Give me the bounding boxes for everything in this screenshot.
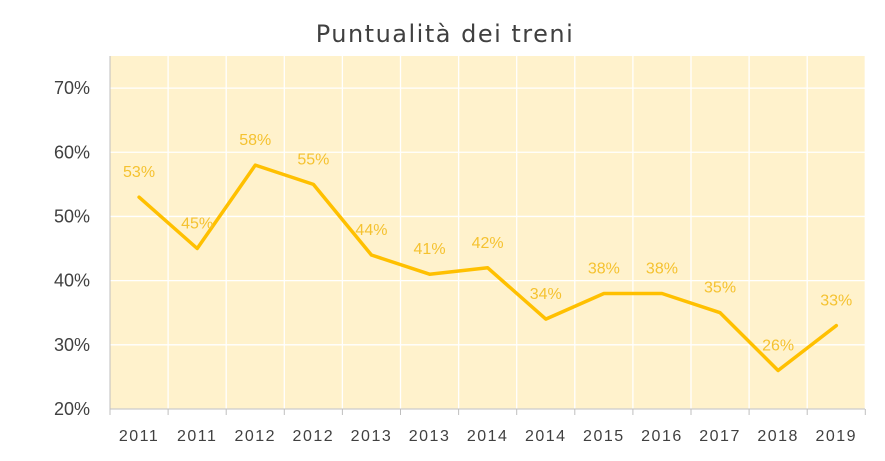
data-label: 45% [181,216,213,233]
data-label: 44% [355,222,387,239]
series-layer [137,163,839,373]
y-axis-tick-labels: 20% 30% 40% 50% 60% 70% [54,78,90,419]
data-label: 55% [297,151,329,168]
data-label: 38% [646,260,678,277]
x-tick-label: 2013 [351,428,393,445]
y-tick-label: 50% [54,206,90,226]
plot-area [110,56,865,409]
data-label: 34% [530,286,562,303]
x-tick-label: 2011 [119,428,159,445]
x-axis-tick-labels: 2011 2011 2012 2012 2013 2013 2014 2014 2015 2016… [119,428,857,445]
x-tick-label: 2011 [177,428,217,445]
data-label: 42% [472,235,504,252]
x-tick-label: 2014 [525,428,567,445]
x-tick-label: 2018 [757,428,799,445]
y-tick-label: 20% [54,399,90,419]
y-tick-label: 70% [54,78,90,98]
data-label: 41% [414,241,446,258]
data-label: 33% [820,293,852,310]
axes [109,56,866,415]
y-tick-label: 60% [54,142,90,162]
x-tick-label: 2019 [815,428,857,445]
data-label: 58% [239,132,271,149]
x-tick-label: 2013 [409,428,451,445]
y-tick-label: 30% [54,335,90,355]
x-tick-label: 2014 [467,428,509,445]
x-tick-label: 2017 [699,428,741,445]
data-label: 26% [762,337,794,354]
data-label: 38% [588,260,620,277]
data-label: 35% [704,280,736,297]
gridlines [110,56,866,410]
x-tick-label: 2012 [234,428,276,445]
data-labels: 53% 45% 58% 55% 44% 41% 42% 34% 38% 38% 35% 26% 33% [123,132,852,354]
y-tick-label: 40% [54,271,90,291]
data-label: 53% [123,164,155,181]
x-tick-label: 2012 [293,428,335,445]
x-tick-label: 2016 [641,428,683,445]
chart-title: Puntualità dei treni [316,20,575,48]
x-tick-label: 2015 [583,428,625,445]
